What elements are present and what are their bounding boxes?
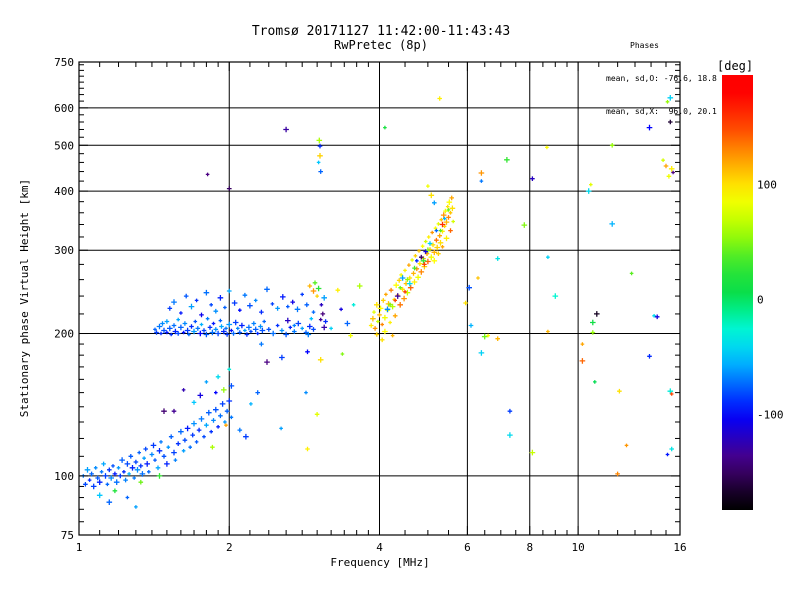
- series-f-region-trace: [368, 184, 456, 343]
- plot-title: Tromsø 20171127 11:42:00-11:43:43: [251, 24, 511, 39]
- y-tick-label: 300: [54, 244, 74, 257]
- colorbar-unit-label: [deg]: [717, 59, 754, 73]
- x-tick-label: 10: [571, 541, 584, 554]
- x-tick-label: 4: [376, 541, 383, 554]
- colorbar: 100 0 -100: [722, 75, 784, 510]
- colorbar-tick-label: 100: [757, 178, 777, 191]
- y-tick-label: 100: [54, 470, 74, 483]
- y-tick-label: 400: [54, 185, 74, 198]
- colorbar-gradient: [722, 75, 753, 510]
- series-e-region-trace: [153, 280, 363, 363]
- colorbar-tick-label: 0: [757, 293, 764, 306]
- phase-stats-mean-x: mean, sd,X: 96.0, 20.1: [606, 107, 717, 116]
- y-tick-label: 750: [54, 56, 74, 69]
- series-scattered: [205, 95, 675, 477]
- x-tick-label: 8: [526, 541, 533, 554]
- phase-stats-header: Phases: [630, 41, 659, 50]
- phase-stats-mean-o: mean, sd,O: -76.6, 18.8: [606, 74, 717, 83]
- plot-subtitle: RwPretec (8p): [334, 38, 428, 52]
- y-tick-label: 500: [54, 139, 74, 152]
- axes: [78, 61, 681, 536]
- tick-labels: 1 2 4 6 8 10 16 75 100 200 300 400 500 600 750: [54, 56, 687, 554]
- series-low-trace: [81, 367, 260, 509]
- y-tick-label: 200: [54, 328, 74, 341]
- x-axis-title: Frequency [MHz]: [330, 556, 430, 569]
- x-tick-label: 6: [464, 541, 471, 554]
- colorbar-tick-label: -100: [757, 408, 784, 421]
- phase-stats-block: Phases mean, sd,O: -76.6, 18.8 mean, sd,…: [606, 18, 717, 139]
- grid-lines: [79, 62, 680, 535]
- x-tick-label: 16: [673, 541, 686, 554]
- x-tick-label: 1: [76, 541, 83, 554]
- x-tick-label: 2: [226, 541, 233, 554]
- y-tick-label: 75: [61, 529, 74, 542]
- y-tick-label: 600: [54, 102, 74, 115]
- scatter-points: [81, 95, 675, 509]
